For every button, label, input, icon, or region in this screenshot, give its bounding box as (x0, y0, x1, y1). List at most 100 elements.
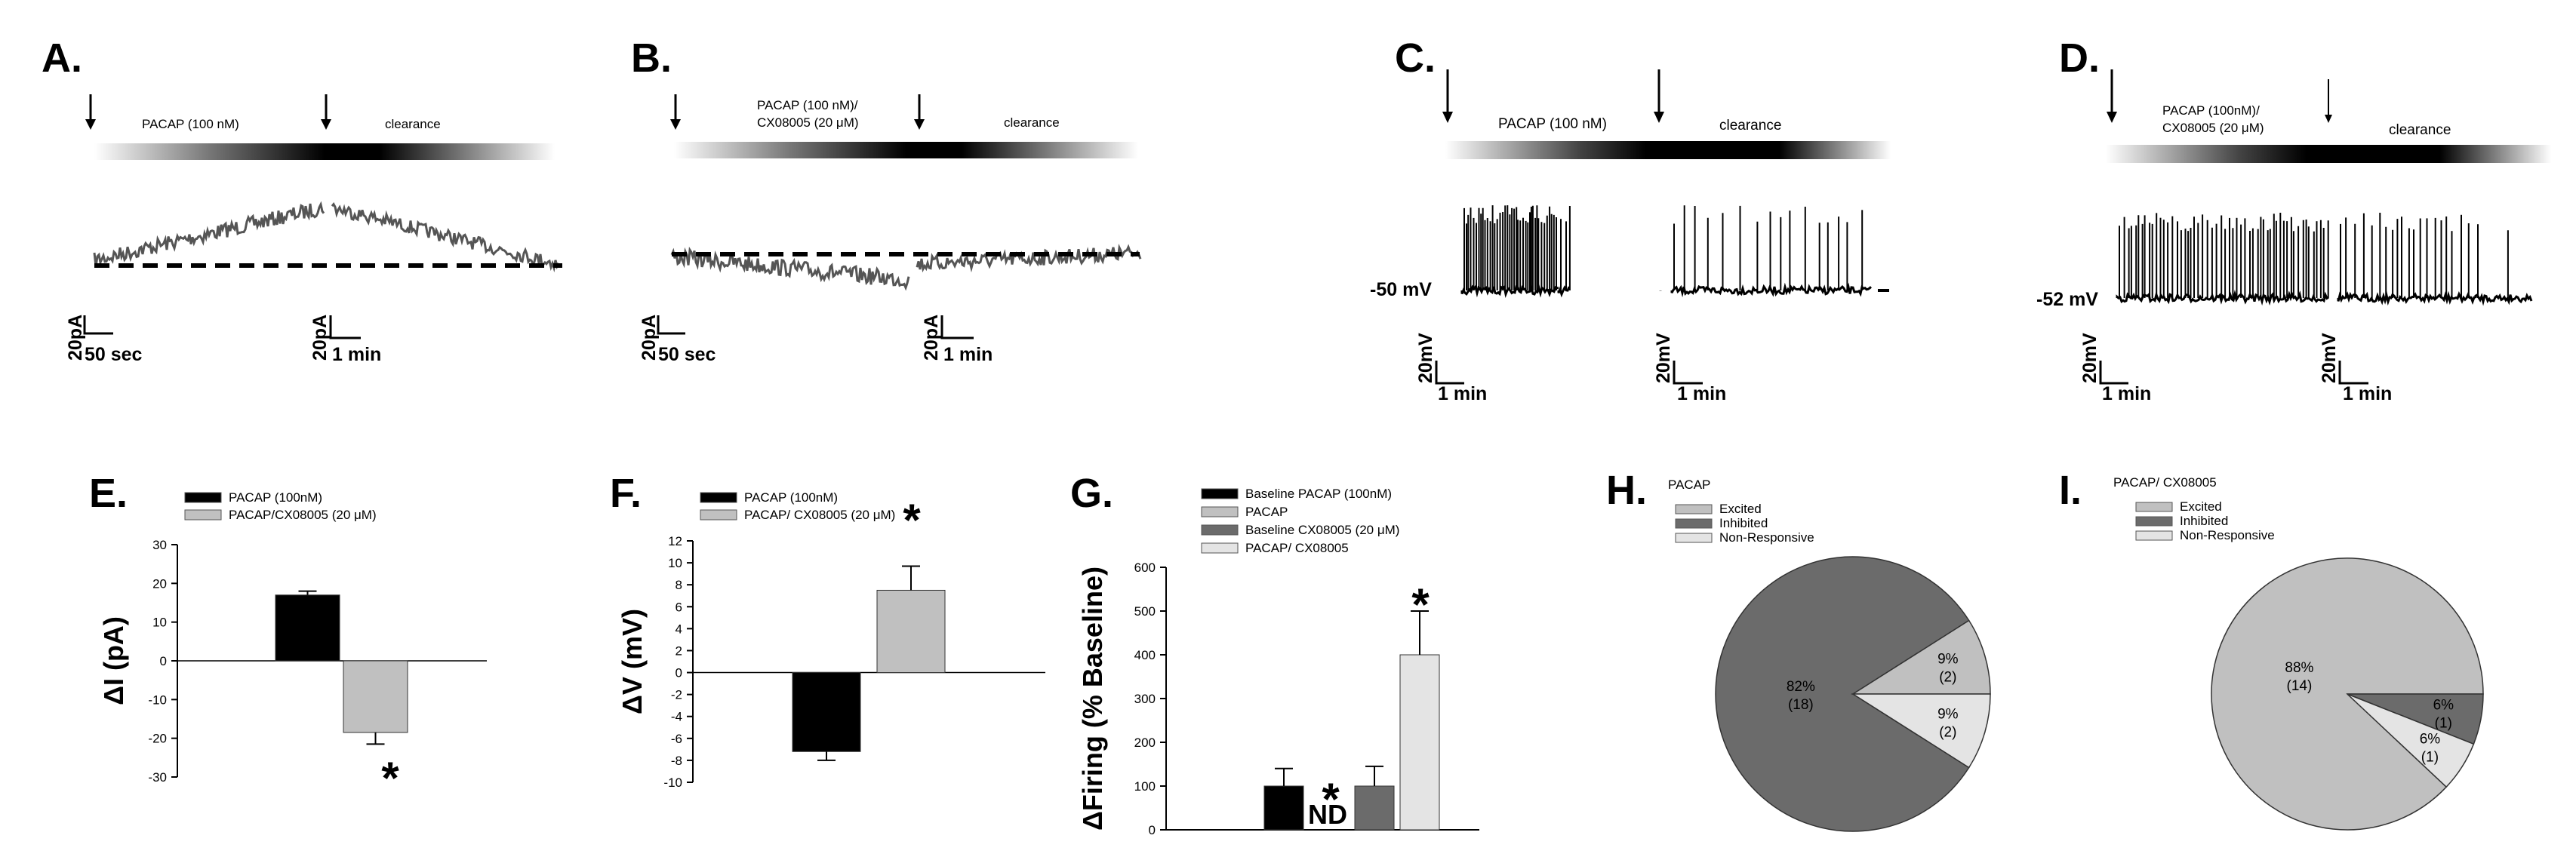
panel-a-current-trace (93, 201, 325, 267)
panel-a-label: A. (42, 35, 82, 81)
slice-count: (1) (2421, 749, 2439, 765)
panel-c-application-bar (1445, 141, 1891, 159)
panel-d-label: D. (2059, 35, 2100, 81)
slice-count: (2) (1939, 669, 1956, 685)
panel-d-voltage-trace (2116, 213, 2533, 306)
down-arrow-icon (670, 94, 681, 130)
legend-swatch (700, 509, 737, 521)
bar (1399, 654, 1440, 831)
pie-slice (1715, 556, 1970, 832)
panel-f-bar-chart: F. PACAP (100nM) PACAP/ CX08005 (20 μM) 12 1… (610, 471, 1045, 790)
bar (792, 672, 861, 752)
panel-i-pie-chart: I. PACAP/ CX08005 ExcitedInhibitedNon-Resp… (2059, 468, 2484, 831)
y-tick-label: -10 (663, 775, 682, 790)
legend-swatch (184, 492, 222, 503)
down-arrow-icon (914, 94, 925, 130)
down-arrow-icon (2107, 69, 2117, 123)
y-tick-label: 12 (668, 534, 682, 548)
y-tick-label: 100 (1134, 779, 1156, 794)
slice-count: (18) (1788, 697, 1814, 713)
panel-b-label: B. (631, 35, 672, 81)
panel-b-treatment-line2: CX08005 (20 μM) (757, 115, 859, 130)
panel-a-scale-right-y: 20pA (309, 315, 331, 361)
y-tick-label: 10 (152, 616, 167, 630)
panel-d-scale-bar-right (2338, 361, 2368, 385)
legend-swatch (1201, 506, 1239, 517)
panel-label: E. (89, 471, 128, 516)
pie-slice (2347, 693, 2475, 788)
legend-swatch (2135, 530, 2173, 541)
down-arrow-icon (2325, 79, 2332, 123)
panel-label: H. (1606, 468, 1647, 513)
down-arrow-icon (85, 94, 96, 130)
slice-count: (14) (2287, 678, 2313, 694)
panel-c-label: C. (1395, 35, 1436, 81)
panel-c-scale-right-x: 1 min (1677, 383, 1726, 404)
slice-count: (1) (2435, 715, 2452, 731)
panel-d-scale-bar-left (2099, 361, 2128, 385)
panel-b-scale-bar-left (657, 315, 685, 335)
legend-label: PACAP (100nM) (744, 490, 838, 505)
pie-slice (1851, 693, 1991, 769)
panel-c-scale-bar-right (1673, 361, 1703, 385)
panel-b-scale-left-y: 20pA (639, 315, 660, 361)
panel-a-scale-bar-left (83, 315, 113, 335)
bar (1263, 785, 1304, 831)
pie-slice (1851, 619, 1991, 695)
panel-d-clearance-label: clearance (2389, 122, 2451, 138)
legend-swatch (184, 509, 222, 521)
y-tick-label: 20 (152, 576, 167, 591)
panel-b-current-trace (670, 246, 910, 291)
panel-d-scale-left-y: 20mV (2079, 333, 2101, 383)
y-tick-label: 600 (1134, 560, 1156, 575)
panel-a-scale-left-y: 20pA (65, 315, 86, 361)
panel-d-treatment-line2: CX08005 (20 μM) (2162, 121, 2264, 135)
slice-percent: 82% (1787, 679, 1815, 695)
panel-label: G. (1070, 471, 1113, 516)
panel-d-application-bar (2106, 145, 2551, 163)
legend-swatch (1675, 518, 1713, 529)
bar (1354, 785, 1395, 831)
legend-swatch (1675, 504, 1713, 514)
y-tick-label: 500 (1134, 604, 1156, 619)
panel-g-bar-chart: G. Baseline PACAP (100nM) PACAP Baseline CX… (1070, 471, 1479, 837)
y-tick-label: -20 (148, 732, 167, 746)
y-tick-label: 300 (1134, 692, 1156, 706)
panel-c-voltage-trace (1460, 205, 1872, 298)
slice-percent: 6% (2420, 731, 2441, 747)
panel-b-scale-right-y: 20pA (921, 315, 942, 361)
panel-b-treatment-line1: PACAP (100 nM)/ (757, 98, 858, 112)
y-tick-label: -4 (671, 710, 682, 724)
legend-label: PACAP/CX08005 (20 μM) (229, 508, 377, 522)
legend-label: Baseline CX08005 (20 μM) (1245, 523, 1399, 537)
y-tick-label: 30 (152, 538, 167, 552)
pie-title: PACAP (1668, 478, 1710, 492)
legend-swatch (1201, 542, 1239, 554)
panel-label: F. (610, 471, 642, 516)
y-tick-label: -8 (671, 754, 682, 768)
slice-percent: 6% (2433, 697, 2454, 713)
down-arrow-icon (1442, 69, 1453, 123)
y-tick-label: -2 (671, 688, 682, 702)
legend-label: Inhibited (2180, 514, 2228, 528)
significance-star: * (381, 753, 399, 803)
panel-d-scale-left-x: 1 min (2102, 383, 2151, 404)
panel-c: C. PACAP (100 nM) clearance -50 mV 20mV … (1370, 35, 1891, 404)
panel-e-bar-chart: E. PACAP (100nM) PACAP/CX08005 (20 μM) 30 20… (89, 471, 487, 803)
y-tick-label: -10 (148, 693, 167, 707)
panel-d-scale-right-x: 1 min (2343, 383, 2392, 404)
y-axis-label: ΔFiring (% Baseline) (1077, 567, 1108, 831)
legend-swatch (1201, 524, 1239, 536)
bar-label: ND (1308, 799, 1347, 830)
bar (876, 589, 946, 674)
bar (343, 660, 408, 733)
legend-swatch (700, 492, 737, 503)
y-tick-label: 0 (1149, 823, 1156, 837)
panel-d: D. PACAP (100nM)/ CX08005 (20 μM) cleara… (2036, 35, 2551, 404)
panel-c-treatment-label: PACAP (100 nM) (1498, 116, 1607, 132)
y-tick-label: 0 (160, 654, 167, 668)
y-tick-label: 2 (676, 643, 682, 658)
legend-label: Excited (2180, 499, 2222, 514)
panel-a-clearance-trace (331, 202, 560, 273)
